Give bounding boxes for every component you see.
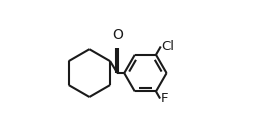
Text: O: O: [112, 28, 123, 42]
Text: Cl: Cl: [162, 40, 174, 53]
Text: F: F: [161, 92, 168, 105]
